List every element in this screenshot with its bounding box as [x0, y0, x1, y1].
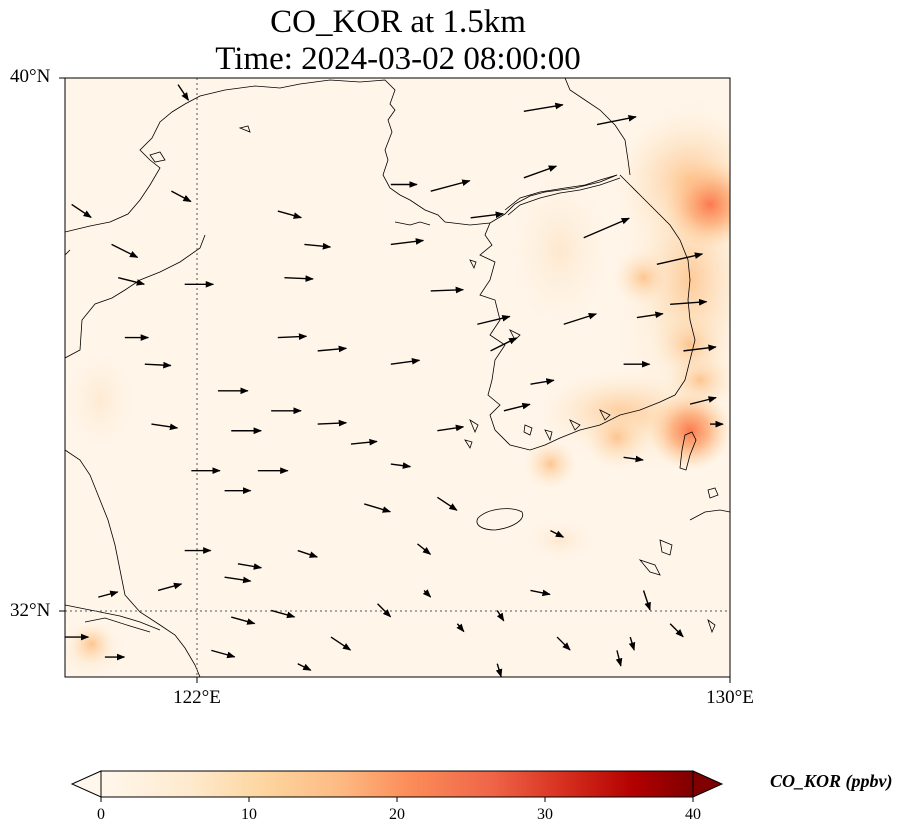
wind-arrow	[430, 286, 465, 294]
wind-arrow	[530, 378, 555, 385]
wind-arrow	[390, 462, 412, 469]
lon-label-122e: 122°E	[173, 687, 221, 708]
wind-arrow	[364, 503, 392, 513]
wind-arrow	[118, 276, 146, 286]
wind-arrow	[628, 636, 636, 651]
wind-arrow	[689, 396, 717, 405]
wind-arrow	[417, 543, 432, 555]
wind-arrow	[523, 165, 558, 179]
colorbar-tick-label: 0	[97, 806, 105, 823]
colorbar-tick-label: 40	[685, 806, 701, 823]
wind-arrow	[669, 623, 684, 638]
wind-arrow	[503, 402, 531, 412]
wind-arrow	[556, 636, 571, 651]
coastlines	[65, 78, 730, 677]
wind-arrow	[157, 582, 183, 592]
wind-arrow	[550, 529, 565, 538]
wind-arrow	[350, 438, 378, 446]
wind-arrow	[437, 496, 458, 511]
lon-label-130e: 130°E	[706, 687, 754, 708]
colorbar	[70, 770, 724, 802]
wind-arrow	[317, 345, 348, 353]
wind-arrow	[297, 549, 319, 558]
wind-arrow	[71, 203, 92, 219]
wind-arrow	[317, 419, 348, 427]
wind-arrow	[231, 616, 256, 625]
wind-arrow	[596, 114, 637, 126]
wind-arrow	[615, 650, 623, 667]
colorbar-extend-min	[70, 770, 102, 798]
colorbar-tick-label: 30	[537, 806, 553, 823]
wind-arrow	[390, 357, 421, 365]
wind-arrow	[583, 217, 630, 239]
co-hotspot	[648, 391, 730, 470]
wind-arrow	[623, 455, 644, 463]
wind-arrow	[523, 102, 564, 112]
wind-arrow	[683, 344, 717, 352]
wind-arrow	[642, 590, 651, 611]
wind-arrow	[277, 210, 303, 219]
wind-vectors	[65, 84, 724, 677]
wind-arrow	[563, 312, 598, 325]
wind-arrow	[470, 211, 504, 219]
wind-arrow	[297, 663, 312, 671]
wind-arrow	[237, 563, 263, 570]
wind-arrow	[636, 311, 664, 319]
wind-arrow	[456, 623, 465, 633]
wind-arrow	[670, 298, 708, 306]
co-hotspot	[69, 622, 114, 665]
colorbar-extend-max	[692, 770, 724, 798]
wind-arrow	[211, 649, 236, 659]
wind-arrow	[111, 243, 139, 259]
concentration-field	[65, 78, 730, 677]
wind-arrow	[144, 361, 172, 369]
map-frame	[64, 77, 731, 678]
wind-arrow	[377, 603, 392, 618]
wind-arrow	[277, 333, 308, 340]
colorbar-gradient	[101, 771, 693, 797]
wind-arrow	[390, 238, 425, 246]
co-hotspot	[653, 309, 727, 379]
wind-arrow	[422, 589, 432, 598]
wind-arrow	[151, 423, 179, 431]
wind-arrow	[171, 190, 192, 203]
wind-arrow	[496, 610, 505, 622]
wind-arrow	[683, 676, 685, 677]
wind-arrow	[98, 590, 119, 598]
map-title-line1: CO_KOR at 1.5km	[270, 4, 526, 40]
colorbar-tick-label: 10	[241, 806, 257, 823]
wind-arrow	[330, 636, 352, 651]
lat-label-32n: 32°N	[10, 600, 51, 621]
co-hotspot	[613, 249, 674, 307]
co-hotspot	[664, 160, 730, 249]
wind-arrow	[437, 424, 465, 432]
wind-arrow	[490, 337, 518, 352]
wind-arrow	[270, 609, 296, 619]
wind-arrow	[530, 589, 551, 597]
co-hotspot	[583, 405, 651, 469]
wind-arrow	[224, 576, 252, 584]
wind-arrow	[656, 252, 704, 266]
wind-arrow	[304, 242, 332, 250]
wind-arrow	[495, 663, 503, 677]
wind-arrow	[477, 314, 511, 325]
wind-arrow	[430, 179, 471, 192]
wind-arrow	[177, 84, 190, 101]
co-hotspot	[523, 438, 578, 490]
colorbar-label: CO_KOR (ppbv)	[770, 771, 893, 791]
wind-arrow	[284, 275, 314, 282]
lat-label-40n: 40°N	[10, 66, 51, 87]
colorbar-tick-label: 20	[389, 806, 405, 823]
map-title-line2: Time: 2024-03-02 08:00:00	[215, 41, 581, 77]
gridlines	[65, 78, 730, 677]
